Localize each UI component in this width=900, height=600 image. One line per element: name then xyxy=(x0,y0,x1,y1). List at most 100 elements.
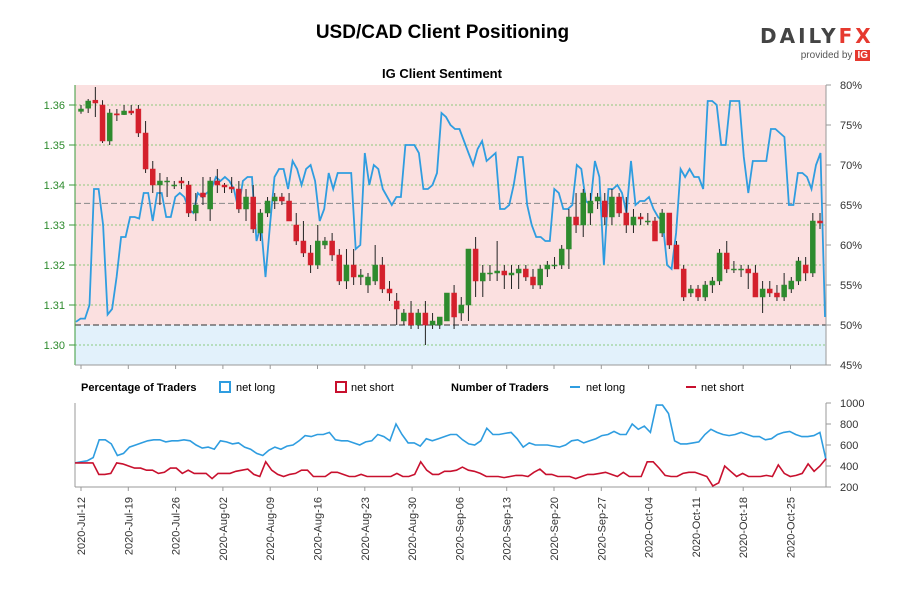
legend-pct-short-swatch xyxy=(335,381,347,393)
candle-body xyxy=(523,268,529,278)
candle-body xyxy=(157,180,163,186)
candle-body xyxy=(408,312,414,326)
candle-body xyxy=(774,292,780,298)
candle-body xyxy=(680,268,687,298)
candle-body xyxy=(759,288,766,298)
candle-body xyxy=(731,268,737,271)
price-tick-label: 1.30 xyxy=(44,340,65,352)
candle-body xyxy=(221,184,228,188)
candle-body xyxy=(810,220,816,274)
candle-body xyxy=(401,312,407,322)
candle-body xyxy=(637,216,644,220)
candle-body xyxy=(788,280,795,290)
count-tick-label: 200 xyxy=(840,482,858,494)
candle-body xyxy=(630,216,637,226)
candle-body xyxy=(415,312,421,326)
legend-pct-long-label: net long xyxy=(236,382,275,394)
date-tick-label: 2020-Aug-02 xyxy=(218,497,230,561)
price-tick-label: 1.31 xyxy=(44,300,65,312)
date-tick-label: 2020-Oct-11 xyxy=(691,497,703,557)
chart-subtitle: IG Client Sentiment xyxy=(382,66,503,81)
pct-tick-label: 45% xyxy=(840,360,862,372)
legend-num-short-label: net short xyxy=(701,382,744,394)
pct-tick-label: 70% xyxy=(840,160,862,172)
candle-body xyxy=(106,112,113,142)
candle-body xyxy=(85,100,91,109)
candle-body xyxy=(515,268,522,274)
legend-num-title: Number of Traders xyxy=(451,382,549,394)
net-short-count-line xyxy=(75,458,827,487)
candle-body xyxy=(279,196,285,202)
pct-tick-label: 80% xyxy=(840,80,862,92)
candle-body xyxy=(322,240,328,246)
legend-num-long-label: net long xyxy=(586,382,625,394)
candle-body xyxy=(688,288,694,294)
candle-body xyxy=(745,268,752,274)
logo-ig: IG xyxy=(855,50,870,61)
legend-pct-long-swatch xyxy=(219,381,231,393)
logo-fx: FX xyxy=(838,24,874,48)
candle-body xyxy=(616,196,622,214)
candle-body xyxy=(264,200,271,214)
pct-tick-label: 55% xyxy=(840,280,862,292)
candle-body xyxy=(343,264,350,282)
candle-body xyxy=(702,284,708,298)
candle-body xyxy=(99,104,106,142)
candle-body xyxy=(257,212,264,234)
pct-tick-label: 75% xyxy=(840,120,862,132)
legend-pct-title: Percentage of Traders xyxy=(81,382,197,394)
pct-tick-label: 60% xyxy=(840,240,862,252)
candle-body xyxy=(709,280,716,286)
candle-body xyxy=(307,252,314,266)
date-tick-label: 2020-Jul-19 xyxy=(123,497,135,555)
candle-body xyxy=(551,264,558,267)
candle-body xyxy=(207,180,213,210)
count-tick-label: 600 xyxy=(840,440,858,452)
candle-body xyxy=(723,252,730,270)
candle-body xyxy=(329,240,335,256)
candle-body xyxy=(480,272,486,282)
date-tick-label: 2020-Aug-23 xyxy=(360,497,372,561)
price-tick-label: 1.33 xyxy=(44,220,65,232)
candle-body xyxy=(451,292,457,318)
candle-body xyxy=(623,212,630,226)
date-tick-label: 2020-Aug-30 xyxy=(407,497,419,561)
candle-body xyxy=(444,292,450,322)
candle-body xyxy=(573,216,579,226)
candle-body xyxy=(501,270,508,276)
candle-body xyxy=(200,192,206,198)
candle-body xyxy=(128,110,134,114)
candle-body xyxy=(135,108,142,134)
count-tick-label: 400 xyxy=(840,461,858,473)
candle-body xyxy=(171,184,178,187)
candle-body xyxy=(214,180,221,186)
date-tick-label: 2020-Aug-16 xyxy=(313,497,325,561)
candle-body xyxy=(149,168,156,186)
count-tick-label: 1000 xyxy=(840,398,864,410)
candle-body xyxy=(602,200,608,218)
candle-body xyxy=(508,272,515,276)
candle-body xyxy=(659,212,665,234)
pct-tick-label: 50% xyxy=(840,320,862,332)
candle-body xyxy=(300,240,307,254)
candle-body xyxy=(350,264,357,278)
logo-provided-by: provided by xyxy=(800,50,853,61)
net-long-count-line xyxy=(74,404,827,464)
date-tick-label: 2020-Oct-04 xyxy=(644,497,656,558)
candle-body xyxy=(92,99,99,104)
candle-body xyxy=(738,268,744,271)
candle-body xyxy=(645,220,651,223)
candle-body xyxy=(372,264,378,282)
candle-body xyxy=(365,276,371,286)
candle-body xyxy=(386,288,393,294)
pct-tick-label: 65% xyxy=(840,200,862,212)
candle-body xyxy=(587,200,594,214)
candle-body xyxy=(422,312,429,326)
candle-body xyxy=(544,264,551,270)
date-tick-label: 2020-Jul-26 xyxy=(171,497,183,555)
candle-body xyxy=(121,110,127,115)
candle-body xyxy=(358,274,364,278)
candle-body xyxy=(652,220,658,242)
legend-pct-short-label: net short xyxy=(351,382,394,394)
